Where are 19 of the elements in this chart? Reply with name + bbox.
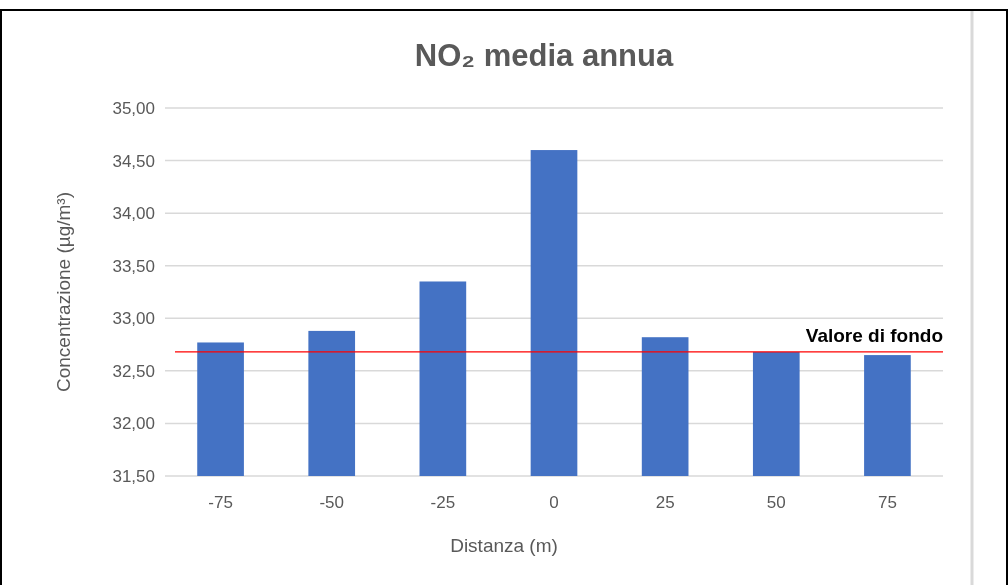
ref-line-label: Valore di fondo	[805, 324, 943, 346]
x-tick-label: 0	[549, 493, 559, 512]
x-tick-label: 50	[766, 493, 786, 512]
y-tick-label: 33,00	[112, 309, 155, 329]
y-tick-label: 34,50	[112, 151, 155, 171]
x-tick-label: 25	[655, 493, 675, 512]
y-tick-label: 33,50	[112, 256, 155, 276]
y-axis-title: Concentrazione (µg/m³)	[53, 192, 74, 392]
x-tick-label: -25	[430, 493, 456, 512]
x-tick-label: -50	[319, 493, 344, 512]
y-tick-label: 32,50	[112, 361, 155, 381]
y-tick-label: 34,00	[112, 204, 155, 224]
y-tick-label: 31,50	[112, 466, 155, 486]
y-tick-label: 32,00	[112, 414, 155, 434]
x-tick-label: -75	[208, 493, 233, 512]
y-tick-label: 35,00	[112, 98, 155, 118]
x-tick-label: 75	[877, 493, 897, 512]
chart-title: NO₂ media annua	[414, 38, 674, 73]
x-axis-title: Distanza (m)	[450, 535, 558, 556]
